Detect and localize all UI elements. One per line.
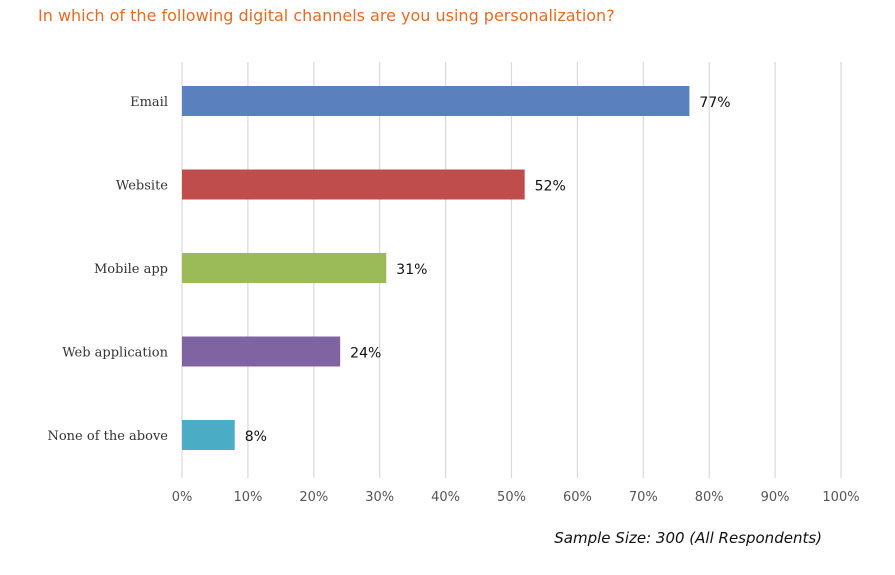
x-tick-label: 90% [761, 490, 790, 505]
data-label: 31% [396, 262, 427, 278]
category-label: Email [130, 95, 168, 110]
bar [182, 420, 235, 450]
category-label: Website [116, 179, 168, 194]
x-tick-label: 80% [695, 490, 724, 505]
data-label: 52% [535, 179, 566, 195]
x-tick-label: 30% [365, 490, 394, 505]
category-label: None of the above [47, 429, 168, 444]
data-label: 8% [245, 429, 267, 445]
category-label: Mobile app [94, 262, 168, 277]
data-label: 77% [699, 95, 730, 111]
bar [182, 86, 690, 116]
sample-size-note: Sample Size: 300 (All Respondents) [554, 529, 822, 547]
bar [182, 253, 387, 283]
data-label: 24% [350, 346, 381, 362]
x-tick-label: 20% [299, 490, 328, 505]
category-label: Web application [62, 346, 168, 361]
x-tick-label: 60% [563, 490, 592, 505]
x-tick-label: 50% [497, 490, 526, 505]
x-tick-label: 40% [431, 490, 460, 505]
x-tick-label: 100% [822, 490, 859, 505]
x-tick-label: 0% [172, 490, 193, 505]
x-tick-label: 10% [233, 490, 262, 505]
bar [182, 169, 525, 200]
chart-title: In which of the following digital channe… [38, 6, 615, 25]
x-tick-label: 70% [629, 490, 658, 505]
bar [182, 336, 341, 367]
